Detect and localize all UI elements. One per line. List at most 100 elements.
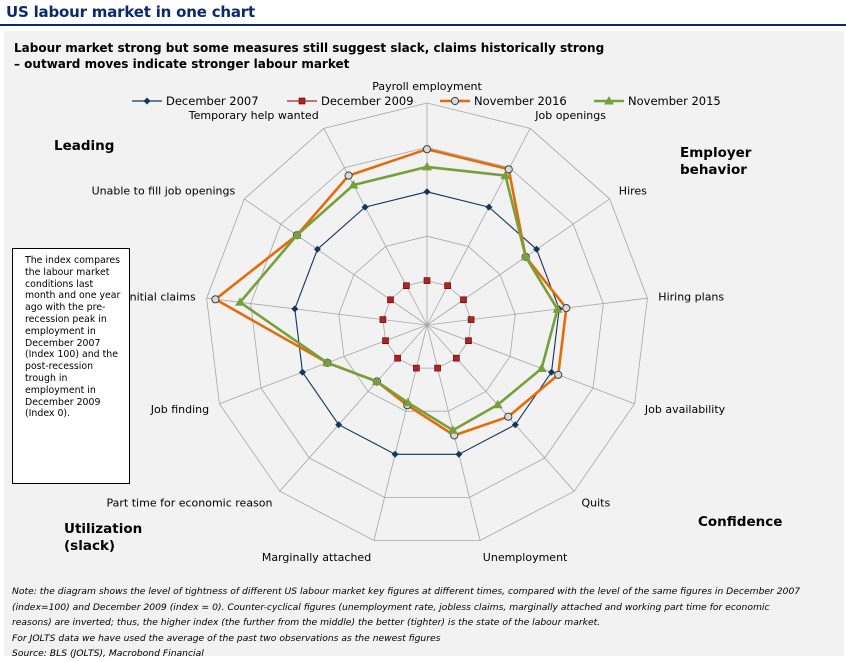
- point-december-2009-marginally-attached: [413, 364, 420, 372]
- point-november-2015-unable-to-fill-job-openings: [291, 230, 302, 239]
- point-december-2009-part-time-for-economic-reason: [394, 354, 401, 362]
- point-december-2007-hires: [533, 245, 541, 253]
- spoke-unable-to-fill-job-openings: [244, 198, 428, 326]
- point-november-2015-hires: [520, 251, 531, 261]
- legend-label-november-2015: November 2015: [628, 94, 721, 108]
- subtitle-line-2: – outward moves indicate stronger labour…: [14, 57, 350, 71]
- footnote-line-1: Note: the diagram shows the level of tig…: [12, 586, 801, 597]
- footnote-line-2: (index=100) and December 2009 (index = 0…: [12, 601, 770, 613]
- point-december-2007-payroll-employment: [423, 188, 431, 196]
- point-december-2009-quits: [453, 354, 460, 362]
- chart-panel: [4, 31, 844, 656]
- point-november-2015-payroll-employment: [422, 161, 432, 171]
- point-november-2015-part-time-for-economic-reason: [371, 376, 382, 385]
- axis-label-payroll-employment: Payroll employment: [372, 80, 482, 93]
- point-december-2009-hires: [460, 296, 467, 304]
- legend-label-december-2009: December 2009: [321, 94, 414, 108]
- axis-label-hiring-plans: Hiring plans: [658, 290, 724, 303]
- axis-label-initial-claims: Initial claims: [126, 290, 196, 303]
- grid-ring-5: [206, 102, 648, 541]
- point-november-2016-payroll-employment: [422, 145, 432, 154]
- point-december-2009-job-availability: [465, 337, 472, 345]
- point-december-2009-initial-claims: [379, 316, 387, 323]
- spoke-marginally-attached: [373, 324, 428, 541]
- point-december-2009-hiring-plans: [467, 316, 475, 323]
- axis-label-hires: Hires: [619, 184, 647, 197]
- index-explanation-box: The index compares the labour market con…: [12, 248, 130, 484]
- point-november-2016-job-availability: [554, 370, 563, 379]
- title-divider: [0, 24, 846, 26]
- spoke-hires: [426, 198, 610, 326]
- point-november-2015-hiring-plans: [552, 304, 563, 313]
- spoke-job-openings: [426, 128, 531, 326]
- point-december-2009-payroll-employment: [423, 277, 431, 284]
- point-december-2007-temporary-help-wanted: [361, 203, 369, 211]
- point-november-2015-temporary-help-wanted: [348, 180, 359, 189]
- point-december-2009-unable-to-fill-job-openings: [387, 296, 394, 304]
- group-label-employer-behavior: Employer behavior: [680, 145, 752, 178]
- point-december-2007-job-openings: [485, 203, 493, 211]
- axis-label-job-finding: Job finding: [150, 403, 209, 416]
- axis-label-temporary-help-wanted: Temporary help wanted: [188, 109, 319, 122]
- point-november-2015-job-finding: [322, 357, 333, 367]
- series-line-december-2007: [294, 191, 560, 455]
- legend-marker-december-2007: [143, 97, 151, 105]
- point-november-2016-temporary-help-wanted: [344, 171, 353, 180]
- legend-marker-november-2015: [604, 96, 614, 105]
- source-line: Source: BLS (JOLTS), Macrobond Financial: [12, 648, 204, 659]
- spoke-job-availability: [426, 324, 635, 405]
- point-november-2015-job-availability: [536, 363, 547, 372]
- axis-label-job-availability: Job availability: [644, 403, 726, 416]
- point-november-2016-initial-claims: [211, 295, 220, 304]
- grid-ring-4: [250, 146, 604, 498]
- point-december-2007-part-time-for-economic-reason: [335, 421, 343, 429]
- page-title: US labour market in one chart: [6, 3, 255, 21]
- point-november-2015-marginally-attached: [402, 397, 413, 407]
- point-november-2016-hiring-plans: [562, 304, 571, 313]
- legend-label-december-2007: December 2007: [166, 94, 259, 108]
- spoke-part-time-for-economic-reason: [279, 324, 428, 492]
- point-december-2007-job-finding: [299, 368, 306, 376]
- axis-label-job-openings: Job openings: [534, 109, 606, 122]
- series-line-november-2016: [214, 147, 568, 437]
- point-november-2015-initial-claims: [235, 297, 246, 306]
- point-december-2007-unemployment: [455, 450, 463, 458]
- point-december-2007-job-availability: [548, 368, 555, 376]
- point-november-2015-unemployment: [447, 425, 458, 434]
- spoke-hiring-plans: [426, 297, 648, 326]
- point-december-2007-quits: [511, 421, 519, 429]
- point-december-2009-job-finding: [382, 337, 389, 345]
- footnote-line-4: For JOLTS data we have used the average …: [12, 632, 441, 644]
- spoke-initial-claims: [206, 297, 428, 326]
- group-label-utilization: Utilization (slack): [64, 521, 143, 554]
- point-november-2015-job-openings: [500, 170, 511, 180]
- subtitle-line-1: Labour market strong but some measures s…: [14, 41, 605, 55]
- axis-label-unable-to-fill-job-openings: Unable to fill job openings: [92, 184, 236, 197]
- group-label-confidence: Confidence: [698, 514, 783, 530]
- point-november-2016-job-openings: [504, 165, 513, 174]
- chart-subtitle: Labour market strong but some measures s…: [14, 40, 604, 72]
- legend-label-november-2016: November 2016: [474, 94, 567, 108]
- point-december-2007-unable-to-fill-job-openings: [313, 245, 321, 253]
- point-december-2009-job-openings: [444, 282, 451, 290]
- point-december-2009-temporary-help-wanted: [403, 282, 410, 290]
- series-line-november-2015: [238, 165, 559, 432]
- axis-label-part-time-for-economic-reason: Part time for economic reason: [107, 496, 273, 509]
- point-november-2016-quits: [504, 412, 513, 421]
- point-november-2015-quits: [492, 399, 503, 409]
- group-label-leading: Leading: [54, 138, 115, 154]
- spoke-temporary-help-wanted: [323, 128, 428, 326]
- legend-marker-december-2009: [298, 97, 306, 105]
- legend-marker-november-2016: [450, 96, 460, 106]
- point-december-2007-initial-claims: [291, 305, 299, 313]
- point-december-2007-marginally-attached: [391, 450, 399, 458]
- spoke-job-finding: [219, 324, 428, 405]
- footnote-line-3: reasons) are inverted; thus, the higher …: [12, 617, 601, 628]
- axis-label-quits: Quits: [582, 496, 611, 509]
- grid-ring-2: [338, 235, 516, 412]
- point-december-2009-unemployment: [434, 364, 441, 372]
- axis-label-marginally-attached: Marginally attached: [262, 551, 371, 564]
- axis-label-unemployment: Unemployment: [483, 551, 568, 564]
- footnotes: Note: the diagram shows the level of tig…: [12, 584, 840, 662]
